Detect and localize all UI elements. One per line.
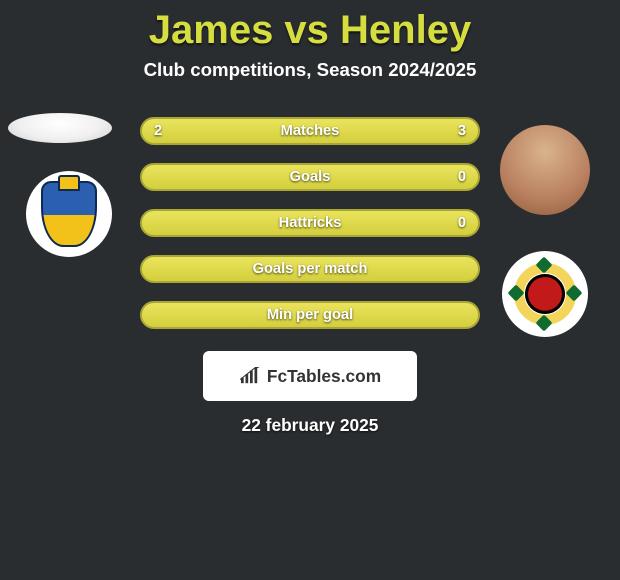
branding-badge: FcTables.com: [203, 351, 417, 401]
stat-left-value: 2: [154, 123, 162, 139]
stat-label: Hattricks: [279, 215, 342, 231]
stat-row-hattricks: Hattricks 0: [140, 209, 480, 237]
bar-chart-icon: [239, 367, 261, 385]
stat-label: Matches: [281, 123, 340, 139]
stat-label: Min per goal: [267, 307, 353, 323]
player-left-photo: [8, 113, 112, 143]
branding-text: FcTables.com: [267, 366, 381, 387]
stat-right-value: 3: [458, 123, 466, 139]
stat-row-goals-per-match: Goals per match: [140, 255, 480, 283]
shield-icon: [41, 181, 97, 247]
stat-bars: 2 Matches 3 Goals 0 Hattricks 0 Goals pe…: [140, 117, 480, 347]
stat-row-goals: Goals 0: [140, 163, 480, 191]
footer-date: 22 february 2025: [0, 415, 620, 436]
comparison-card: James vs Henley Club competitions, Seaso…: [0, 0, 620, 580]
player-right-photo: [500, 125, 590, 215]
stat-label: Goals per match: [253, 261, 368, 277]
stat-right-value: 0: [458, 215, 466, 231]
stat-row-matches: 2 Matches 3: [140, 117, 480, 145]
player-left-club-crest: [26, 171, 112, 257]
stat-row-min-per-goal: Min per goal: [140, 301, 480, 329]
stat-label: Goals: [290, 169, 331, 185]
rose-badge-icon: [514, 263, 576, 325]
player-right-club-crest: [502, 251, 588, 337]
stat-right-value: 0: [458, 169, 466, 185]
subtitle: Club competitions, Season 2024/2025: [0, 59, 620, 81]
page-title: James vs Henley: [0, 8, 620, 53]
